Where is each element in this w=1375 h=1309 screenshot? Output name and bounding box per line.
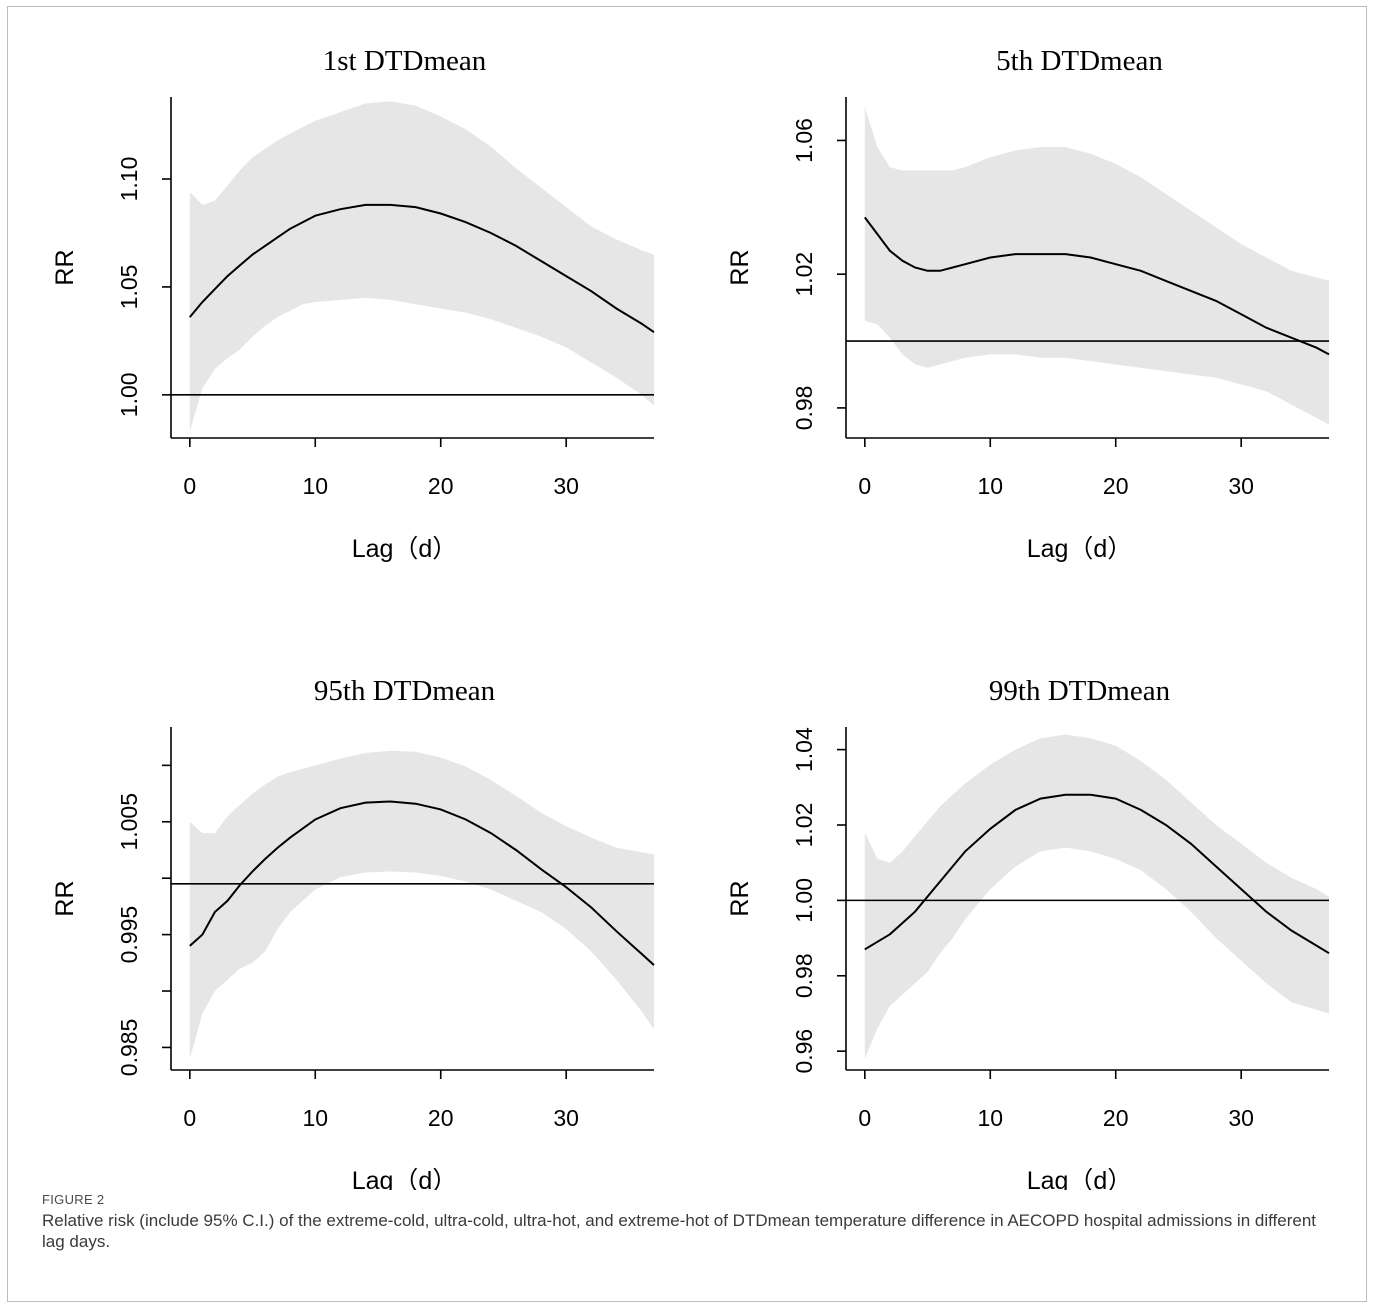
panel-3-x-axis-title: Lag（d） xyxy=(352,1167,458,1190)
panel-2-x-axis-title: Lag（d） xyxy=(1027,535,1133,563)
panel-3-ci-band xyxy=(189,750,655,1059)
figure-caption: Relative risk (include 95% C.I.) of the … xyxy=(42,1211,1317,1251)
figure-charts: 0 10 20 30 1.00 1.05 1.10 1st DTDmean Lag（d） RR 0 1… xyxy=(51,45,1330,1190)
panel-4-x-tick-label: 30 xyxy=(1228,1105,1254,1131)
panel-2-rr-line xyxy=(864,216,1330,356)
panel-2-ci-band xyxy=(864,107,1329,425)
panel-1-ci-band xyxy=(189,101,655,432)
panel-1-y-tick-label: 1.00 xyxy=(116,372,142,417)
panel-1-y-axis-title: RR xyxy=(51,249,79,285)
panel-1-y-tick-label: 1.10 xyxy=(116,157,142,202)
panel-4-x-tick-label: 10 xyxy=(977,1105,1003,1131)
panel-3-x-tick-label: 0 xyxy=(183,1105,196,1131)
panel-4-y-tick-label: 1.00 xyxy=(791,878,817,923)
panel-3-y-axis-title: RR xyxy=(51,880,79,916)
panel-2-x-tick-label: 0 xyxy=(858,473,871,499)
panel-2-y-tick-label: 1.06 xyxy=(791,118,817,163)
panel-4-x-axis-title: Lag（d） xyxy=(1027,1167,1133,1190)
panel-4-x-tick-label: 0 xyxy=(858,1105,871,1131)
panel-2-y-tick-label: 0.98 xyxy=(791,386,817,431)
panel-1-x-tick-label: 30 xyxy=(553,473,579,499)
panel-1-rr-line xyxy=(189,203,655,334)
panel-4-y-axis-title: RR xyxy=(726,880,754,916)
panel-4-rr-line xyxy=(864,793,1330,955)
panel-4-y-tick-label: 0.98 xyxy=(791,953,817,998)
panel-3-y-tick-label: 0.985 xyxy=(116,1019,142,1077)
panel-1-y-tick-label: 1.05 xyxy=(116,265,142,310)
panel-2-y-axis-title: RR xyxy=(726,249,754,285)
panel-1-x-tick-label: 0 xyxy=(183,473,196,499)
panel-1-x-tick-label: 20 xyxy=(428,473,454,499)
panel-2-x-tick-label: 10 xyxy=(977,473,1003,499)
panel-2-y-tick-label: 1.02 xyxy=(791,252,817,297)
panel-2-title: 5th DTDmean xyxy=(996,45,1163,77)
panel-4-x-tick-label: 20 xyxy=(1103,1105,1129,1131)
figure-frame xyxy=(7,6,1367,1302)
panel-3-title: 95th DTDmean xyxy=(314,675,496,707)
panel-1-title: 1st DTDmean xyxy=(323,45,487,77)
panel-4-title: 99th DTDmean xyxy=(989,675,1171,707)
panel-3-y-tick-label: 0.995 xyxy=(116,906,142,964)
figure-label: FIGURE 2 xyxy=(42,1192,105,1207)
panel-3-y-tick-label: 1.005 xyxy=(116,793,142,851)
panel-4-y-tick-label: 0.96 xyxy=(791,1029,817,1074)
panel-4-y-tick-label: 1.04 xyxy=(791,727,817,772)
panel-1-x-tick-label: 10 xyxy=(302,473,328,499)
panel-1-x-axis-title: Lag（d） xyxy=(352,535,458,563)
panel-2-x-tick-label: 20 xyxy=(1103,473,1129,499)
panel-2-x-tick-label: 30 xyxy=(1228,473,1254,499)
panel-4-ci-band xyxy=(864,734,1329,1059)
panel-3-x-tick-label: 10 xyxy=(302,1105,328,1131)
panel-4-y-tick-label: 1.02 xyxy=(791,803,817,848)
panel-3-rr-line xyxy=(189,800,655,966)
panel-3-x-tick-label: 20 xyxy=(428,1105,454,1131)
panel-3-x-tick-label: 30 xyxy=(553,1105,579,1131)
